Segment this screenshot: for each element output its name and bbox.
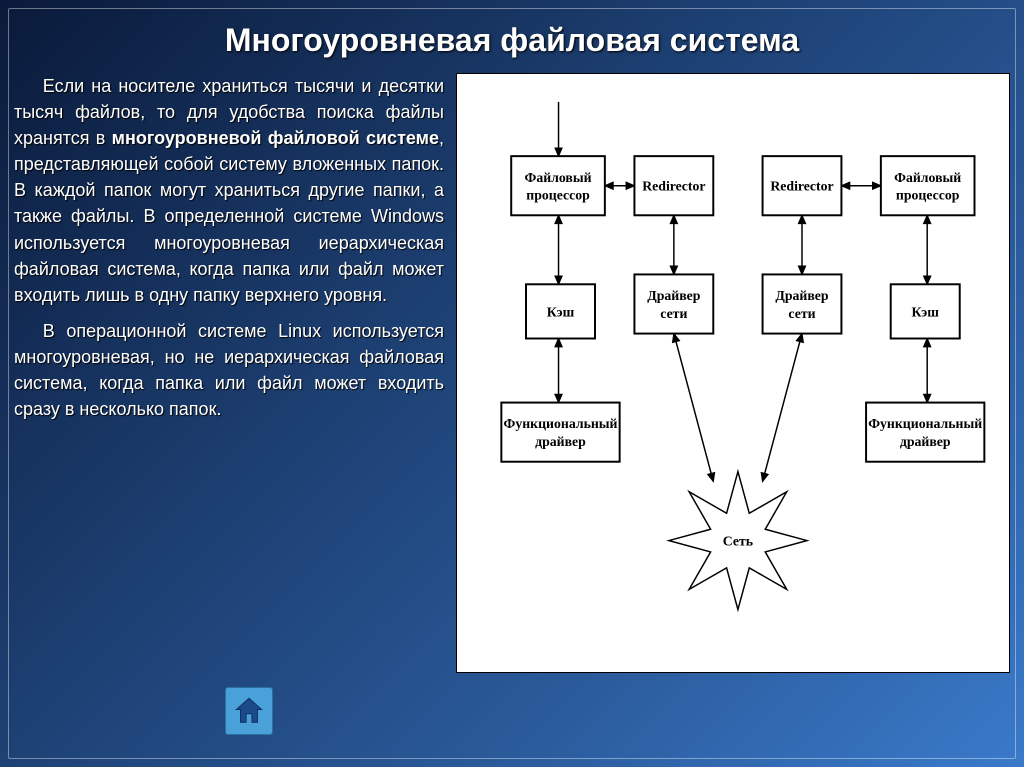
diagram-panel: Файловый процессор Redirector Redirector Фай… [456,73,1010,673]
svg-text:Функциональный: Функциональный [868,416,982,431]
svg-text:Файловый: Файловый [524,170,591,185]
svg-text:драйвер: драйвер [900,434,951,449]
home-icon [232,694,266,728]
svg-text:Функциональный: Функциональный [504,416,618,431]
home-button[interactable] [225,687,273,735]
svg-text:сети: сети [788,306,815,321]
svg-text:процессор: процессор [896,188,960,203]
svg-text:драйвер: драйвер [535,434,586,449]
svg-text:Кэш: Кэш [912,304,940,319]
svg-text:Файловый: Файловый [894,170,961,185]
svg-text:Драйвер: Драйвер [775,288,829,303]
svg-text:Кэш: Кэш [547,304,575,319]
svg-text:Сеть: Сеть [723,534,753,549]
diagram-svg: Файловый процессор Redirector Redirector Фай… [457,74,1009,672]
svg-text:сети: сети [660,306,687,321]
svg-text:процессор: процессор [526,188,590,203]
svg-text:Драйвер: Драйвер [647,288,701,303]
svg-text:Redirector: Redirector [642,179,705,194]
svg-text:Redirector: Redirector [770,179,833,194]
